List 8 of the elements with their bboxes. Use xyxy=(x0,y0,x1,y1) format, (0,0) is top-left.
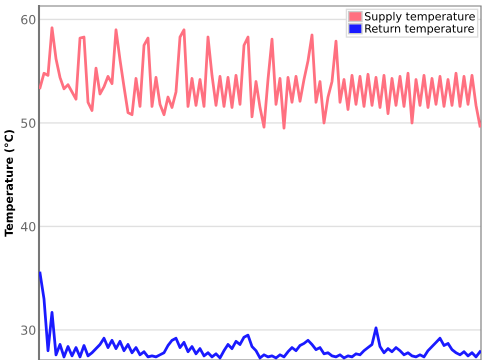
y-tick-label: 40 xyxy=(20,222,36,232)
y-tick-label: 50 xyxy=(21,118,36,128)
y-tick-label: 60 xyxy=(21,14,36,24)
y-tick-label: 30 xyxy=(21,325,36,335)
legend-label: Return temperature xyxy=(365,24,474,35)
line-series xyxy=(39,26,481,130)
y-axis-title: Temperature (°C) xyxy=(4,130,16,237)
legend-label: Supply temperature xyxy=(364,12,475,23)
